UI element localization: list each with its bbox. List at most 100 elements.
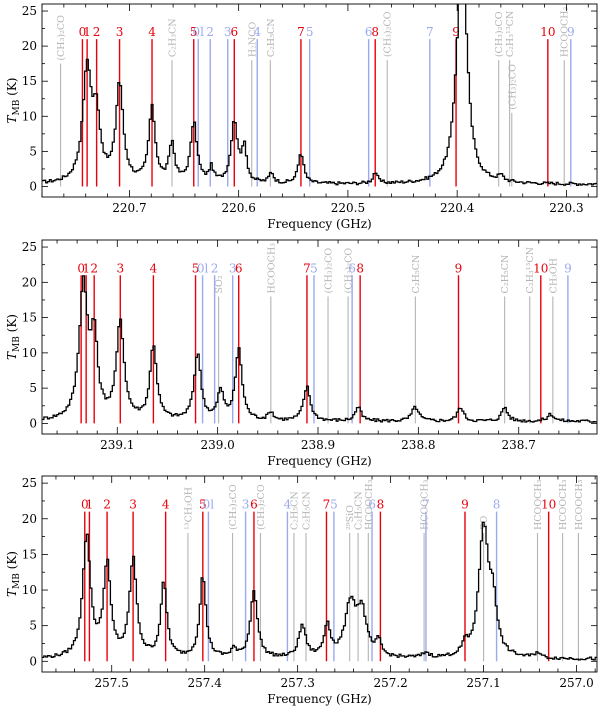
transition-number: 6 [348, 261, 356, 275]
transition-number: 3 [116, 25, 124, 39]
spectrum-trace [42, 4, 597, 186]
species-label: (CH₃)₂CO [494, 11, 505, 57]
species-label: H₂NCO [247, 21, 258, 57]
y-tick-label: 0 [29, 416, 37, 430]
species-label: HCOOCH₃ [364, 479, 375, 530]
species-label: HCOOCH₃ [420, 479, 431, 530]
transition-number: 0l [197, 261, 209, 275]
transition-number: 8 [356, 261, 364, 275]
species-label: HCOOCH₃ [574, 479, 585, 530]
transition-number: 7 [426, 25, 434, 39]
y-tick-label: 5 [29, 381, 37, 395]
transition-number: 4 [253, 25, 261, 39]
y-tick-label: 15 [22, 311, 37, 325]
transition-number: 6 [235, 261, 243, 275]
x-tick-label: 257.2 [373, 676, 407, 690]
species-label: HCOOCH₃ [558, 479, 569, 530]
species-label: SO₂ [214, 275, 225, 293]
transition-number: 0 [77, 261, 85, 275]
transition-number: 9 [564, 261, 572, 275]
x-tick-label: 257.0 [559, 676, 593, 690]
transition-number: 5 [192, 261, 200, 275]
y-tick-label: 10 [22, 346, 37, 360]
y-axis-label: TMB (K) [5, 551, 22, 597]
transition-number: 10 [533, 261, 548, 275]
x-tick-label: 220.7 [112, 201, 146, 215]
x-tick-label: 239.1 [100, 438, 134, 452]
y-tick-label: 15 [22, 547, 37, 561]
species-label: (CH₃)₂CO [228, 484, 239, 530]
species-label: HCOOCH₃ [560, 6, 571, 57]
transition-number: 10 [541, 498, 556, 512]
transition-number: 9 [455, 261, 463, 275]
species-label: C₂H₅CN [500, 255, 511, 294]
species-label: C₂H₃CN [168, 18, 179, 57]
species-label: C₂H₃¹³CN [505, 11, 516, 57]
transition-number: 0 [79, 25, 87, 39]
transition-number: 5 [199, 498, 207, 512]
x-tick-label: 238.7 [502, 438, 536, 452]
panel-1: 01 2 3 4 50l 2 36 4 7 5 68 7 9 10 9(CH₃)₂CO C₂H₃CN H₂NCO… [5, 3, 598, 231]
y-tick-label: 5 [29, 619, 37, 633]
species-label: (CH₃)₂CO [344, 248, 355, 294]
y-tick-label: 10 [22, 583, 37, 597]
species-label: (CH₃)₂CO [256, 484, 267, 530]
x-tick-label: 220.3 [549, 201, 583, 215]
species-label: ²⁹SiO [345, 505, 356, 530]
transition-number: 6 [230, 25, 238, 39]
y-axis-label: TMB (K) [5, 77, 22, 123]
species-label: (CH₃)₂CO [56, 15, 67, 61]
transition-number: 4 [150, 261, 158, 275]
transition-number: 1 [86, 498, 94, 512]
transition-number: 3 [116, 261, 124, 275]
transition-number: 8 [371, 25, 379, 39]
y-tick-label: 20 [22, 512, 37, 526]
transition-number: 4 [148, 25, 156, 39]
y-tick-label: 10 [22, 109, 37, 123]
transition-number: 2 [90, 261, 98, 275]
transition-number: 2 [206, 25, 214, 39]
transition-number: 6 [368, 498, 376, 512]
transition-number: 9 [567, 25, 575, 39]
y-tick-label: 5 [29, 144, 37, 158]
transition-number: 7 [422, 498, 430, 512]
transition-number: 7 [297, 25, 305, 39]
transition-number: 4 [284, 498, 292, 512]
species-label: C₂H₅CN [266, 18, 277, 57]
transition-number: 7 [303, 261, 311, 275]
x-tick-label: 257.5 [95, 676, 129, 690]
x-axis-label: Frequency (GHz) [267, 217, 371, 231]
transition-number: 1 [82, 261, 90, 275]
transition-number: 3 [229, 261, 237, 275]
x-tick-label: 257.4 [188, 676, 223, 690]
spectrum-trace [42, 275, 597, 423]
transition-number: 5 [306, 25, 314, 39]
x-tick-label: 220.4 [440, 201, 475, 215]
transition-number: 0 [81, 498, 89, 512]
transition-number: 2 [93, 25, 101, 39]
transition-number: 9 [452, 25, 460, 39]
species-label: CH₃OH [548, 258, 559, 293]
transition-number: 0l [192, 25, 204, 39]
transition-number: 5 [310, 261, 318, 275]
transition-number: 6 [365, 25, 373, 39]
species-label: ¹³CH₃OH [183, 487, 194, 530]
species-label: C₂H₅CN [354, 491, 365, 530]
transition-number: 8 [377, 498, 385, 512]
species-label: C₂H₅CN [411, 255, 422, 294]
y-tick-label: 25 [22, 4, 37, 18]
transition-number: 8 [493, 498, 501, 512]
species-label: C₂H₅CN [302, 491, 313, 530]
transition-number: 5 [190, 25, 198, 39]
plot-frame [41, 475, 598, 673]
species-label: HCOOCH₃ [533, 479, 544, 530]
x-tick-label: 239.0 [200, 438, 234, 452]
species-label: (CH₃)₂CO [324, 248, 335, 294]
y-tick-label: 0 [29, 654, 37, 668]
transition-number: 7 [323, 498, 331, 512]
x-axis-label: Frequency (GHz) [267, 692, 371, 706]
transition-number: 2 [211, 261, 219, 275]
y-tick-label: 20 [22, 275, 37, 289]
